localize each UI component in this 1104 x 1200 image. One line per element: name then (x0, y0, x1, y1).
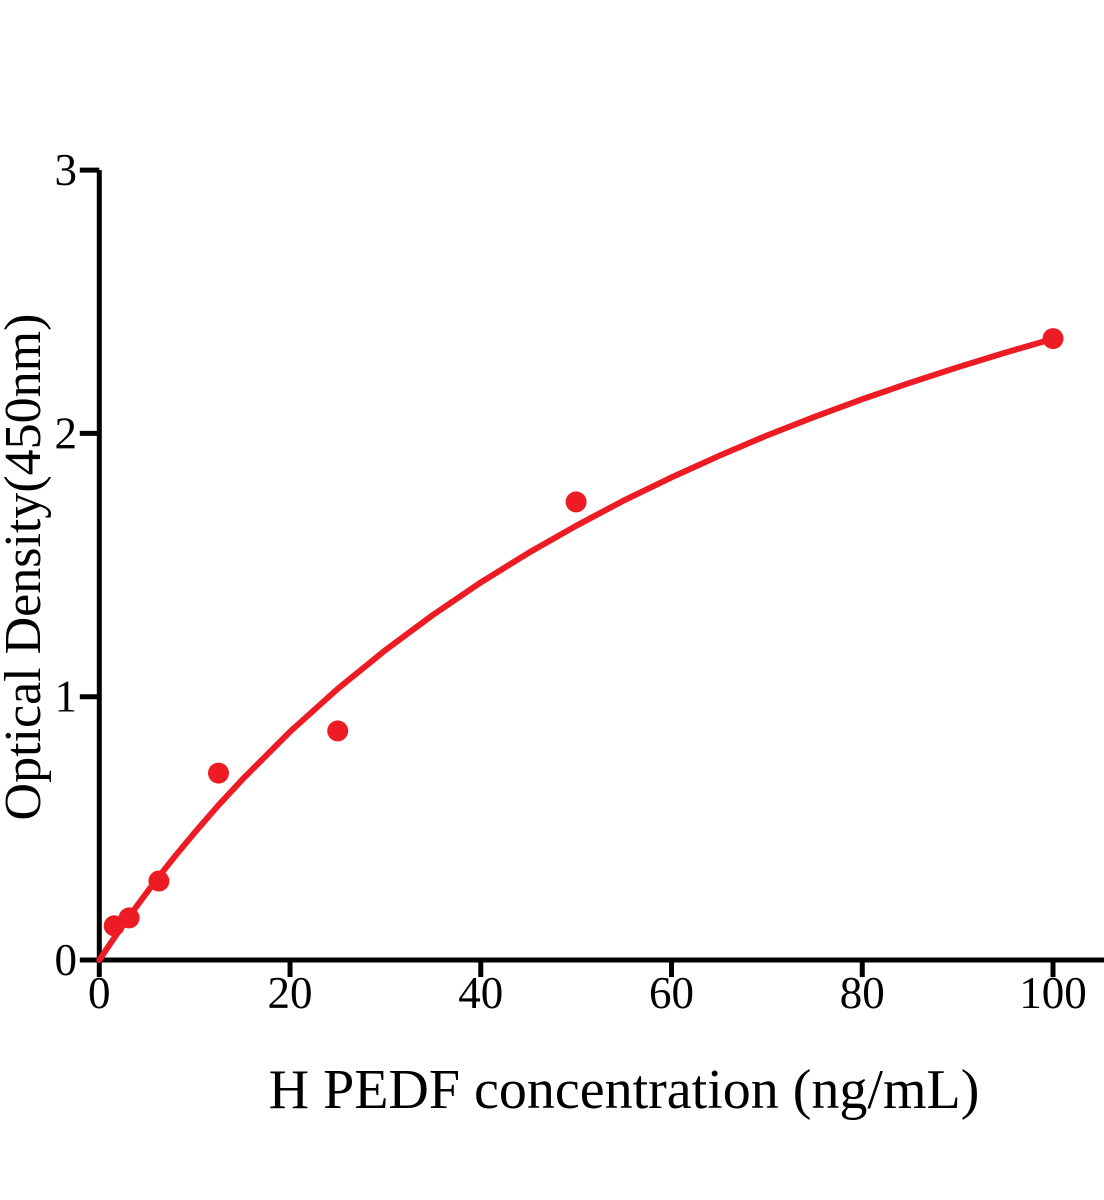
data-point (148, 870, 170, 892)
y-tick-label: 2 (55, 408, 78, 458)
data-point (565, 491, 587, 513)
x-tick-label: 20 (268, 968, 313, 1018)
x-tick-label: 80 (840, 968, 885, 1018)
x-axis: 0 20 40 60 80 100 (88, 957, 1104, 1018)
y-axis-title: Optical Density(450nm) (0, 314, 52, 821)
fitted-curve (96, 335, 1056, 963)
data-point (118, 907, 140, 929)
data-point (208, 762, 229, 784)
x-axis-title: H PEDF concentration (ng/mL) (269, 1059, 980, 1121)
y-tick-label: 0 (55, 935, 78, 985)
data-point (327, 720, 349, 742)
data-points (103, 328, 1064, 937)
x-tick-label: 100 (1019, 968, 1087, 1018)
y-tick-label: 1 (55, 672, 78, 722)
y-tick-label: 3 (55, 145, 78, 195)
x-tick-label: 60 (649, 968, 694, 1018)
x-tick-label: 0 (88, 968, 111, 1018)
data-point (1042, 328, 1064, 350)
x-tick-label: 40 (458, 968, 503, 1018)
y-axis: 0 1 2 3 (55, 145, 102, 985)
